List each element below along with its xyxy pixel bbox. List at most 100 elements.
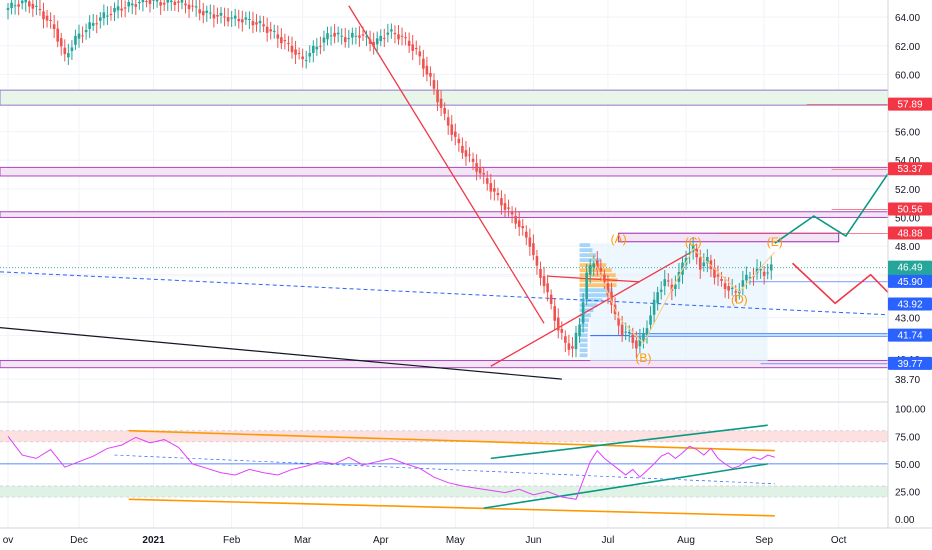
volume-profile-bar [579, 313, 591, 318]
price-tick-label: 64.00 [895, 13, 920, 24]
range-box [618, 232, 840, 243]
candle [141, 0, 145, 3]
time-tick-label: May [446, 535, 465, 546]
wave-label: (C) [685, 235, 702, 249]
candle [642, 333, 645, 341]
candle [102, 12, 106, 19]
candle [688, 252, 691, 255]
candle [13, 5, 17, 7]
wave-path [589, 248, 776, 345]
volume-profile-bar [579, 328, 588, 333]
price-badge-label: 53.37 [897, 164, 922, 175]
candle [272, 30, 276, 32]
price-badge [888, 356, 932, 370]
candle [340, 35, 343, 37]
price-badge [888, 97, 932, 111]
time-tick-label: Mar [294, 535, 312, 546]
candle [194, 6, 198, 8]
candle [741, 280, 745, 287]
support-resistance-zone [0, 89, 889, 106]
candle [539, 268, 542, 278]
candle [407, 40, 411, 46]
candle [588, 264, 592, 275]
candle [304, 60, 308, 62]
candle [28, 1, 31, 7]
volume-profile-bar [579, 288, 613, 293]
rsi-line [7, 435, 775, 500]
candle [343, 37, 347, 43]
candle [606, 283, 610, 296]
candle [212, 14, 216, 19]
rsi-dashed-line [114, 454, 775, 485]
candle [542, 276, 546, 287]
time-tick-label: Jun [525, 535, 541, 546]
rsi-channel-lower [483, 463, 768, 509]
candle [95, 23, 99, 25]
candle [659, 289, 663, 292]
candle [560, 329, 564, 333]
level-box [628, 333, 932, 337]
candle [383, 37, 386, 39]
volume-profile-bar [579, 293, 608, 298]
candle [159, 2, 162, 6]
candle [265, 26, 269, 33]
wave-label: (D) [731, 292, 748, 306]
candle [517, 220, 521, 227]
candle [35, 5, 38, 7]
volume-profile-bar [579, 323, 589, 328]
volume-profile-bar [579, 283, 617, 288]
candle [549, 294, 553, 304]
candle [745, 274, 748, 281]
candle [326, 33, 329, 40]
candle [507, 207, 510, 209]
candle [17, 4, 20, 7]
candle [148, 0, 152, 4]
time-tick-label: ov [3, 535, 14, 546]
candle [319, 45, 322, 47]
rsi-tick-label: 50.00 [895, 460, 920, 471]
candle [6, 8, 10, 11]
candle [59, 38, 63, 47]
candle [155, 0, 159, 2]
wave-label: (B) [635, 351, 651, 365]
candle [535, 256, 539, 266]
candle [528, 237, 532, 247]
candle [716, 274, 720, 277]
candle [425, 65, 429, 75]
candle [24, 0, 28, 3]
candle [713, 267, 716, 278]
candle [138, 1, 141, 4]
candle [471, 158, 475, 162]
candle [432, 80, 436, 89]
candle [372, 41, 375, 47]
time-tick-label: Jul [602, 535, 615, 546]
price-tick-label: 50.00 [895, 213, 920, 224]
candle [457, 138, 461, 144]
wave-label: (E) [767, 235, 783, 249]
candle [478, 168, 482, 174]
candle [418, 51, 422, 57]
candle [723, 283, 727, 290]
volume-profile-bar [579, 303, 598, 308]
candle [315, 46, 319, 50]
price-tick-label: 43.00 [895, 314, 920, 325]
candle [674, 284, 677, 289]
candle [226, 17, 230, 22]
candle [187, 4, 191, 10]
candle [308, 52, 312, 57]
candle [485, 178, 489, 184]
candle [127, 1, 130, 7]
candle [116, 6, 120, 11]
rsi-tick-label: 100.00 [895, 405, 926, 416]
candle [301, 56, 304, 60]
candle [152, 0, 155, 1]
candle [748, 277, 752, 279]
price-tick-label: 48.00 [895, 242, 920, 253]
volume-profile-bar [579, 348, 588, 353]
candle [656, 292, 659, 304]
candle [585, 272, 588, 300]
candle [120, 8, 123, 11]
price-tick-label: 56.00 [895, 128, 920, 139]
time-tick-label: Apr [373, 535, 389, 546]
